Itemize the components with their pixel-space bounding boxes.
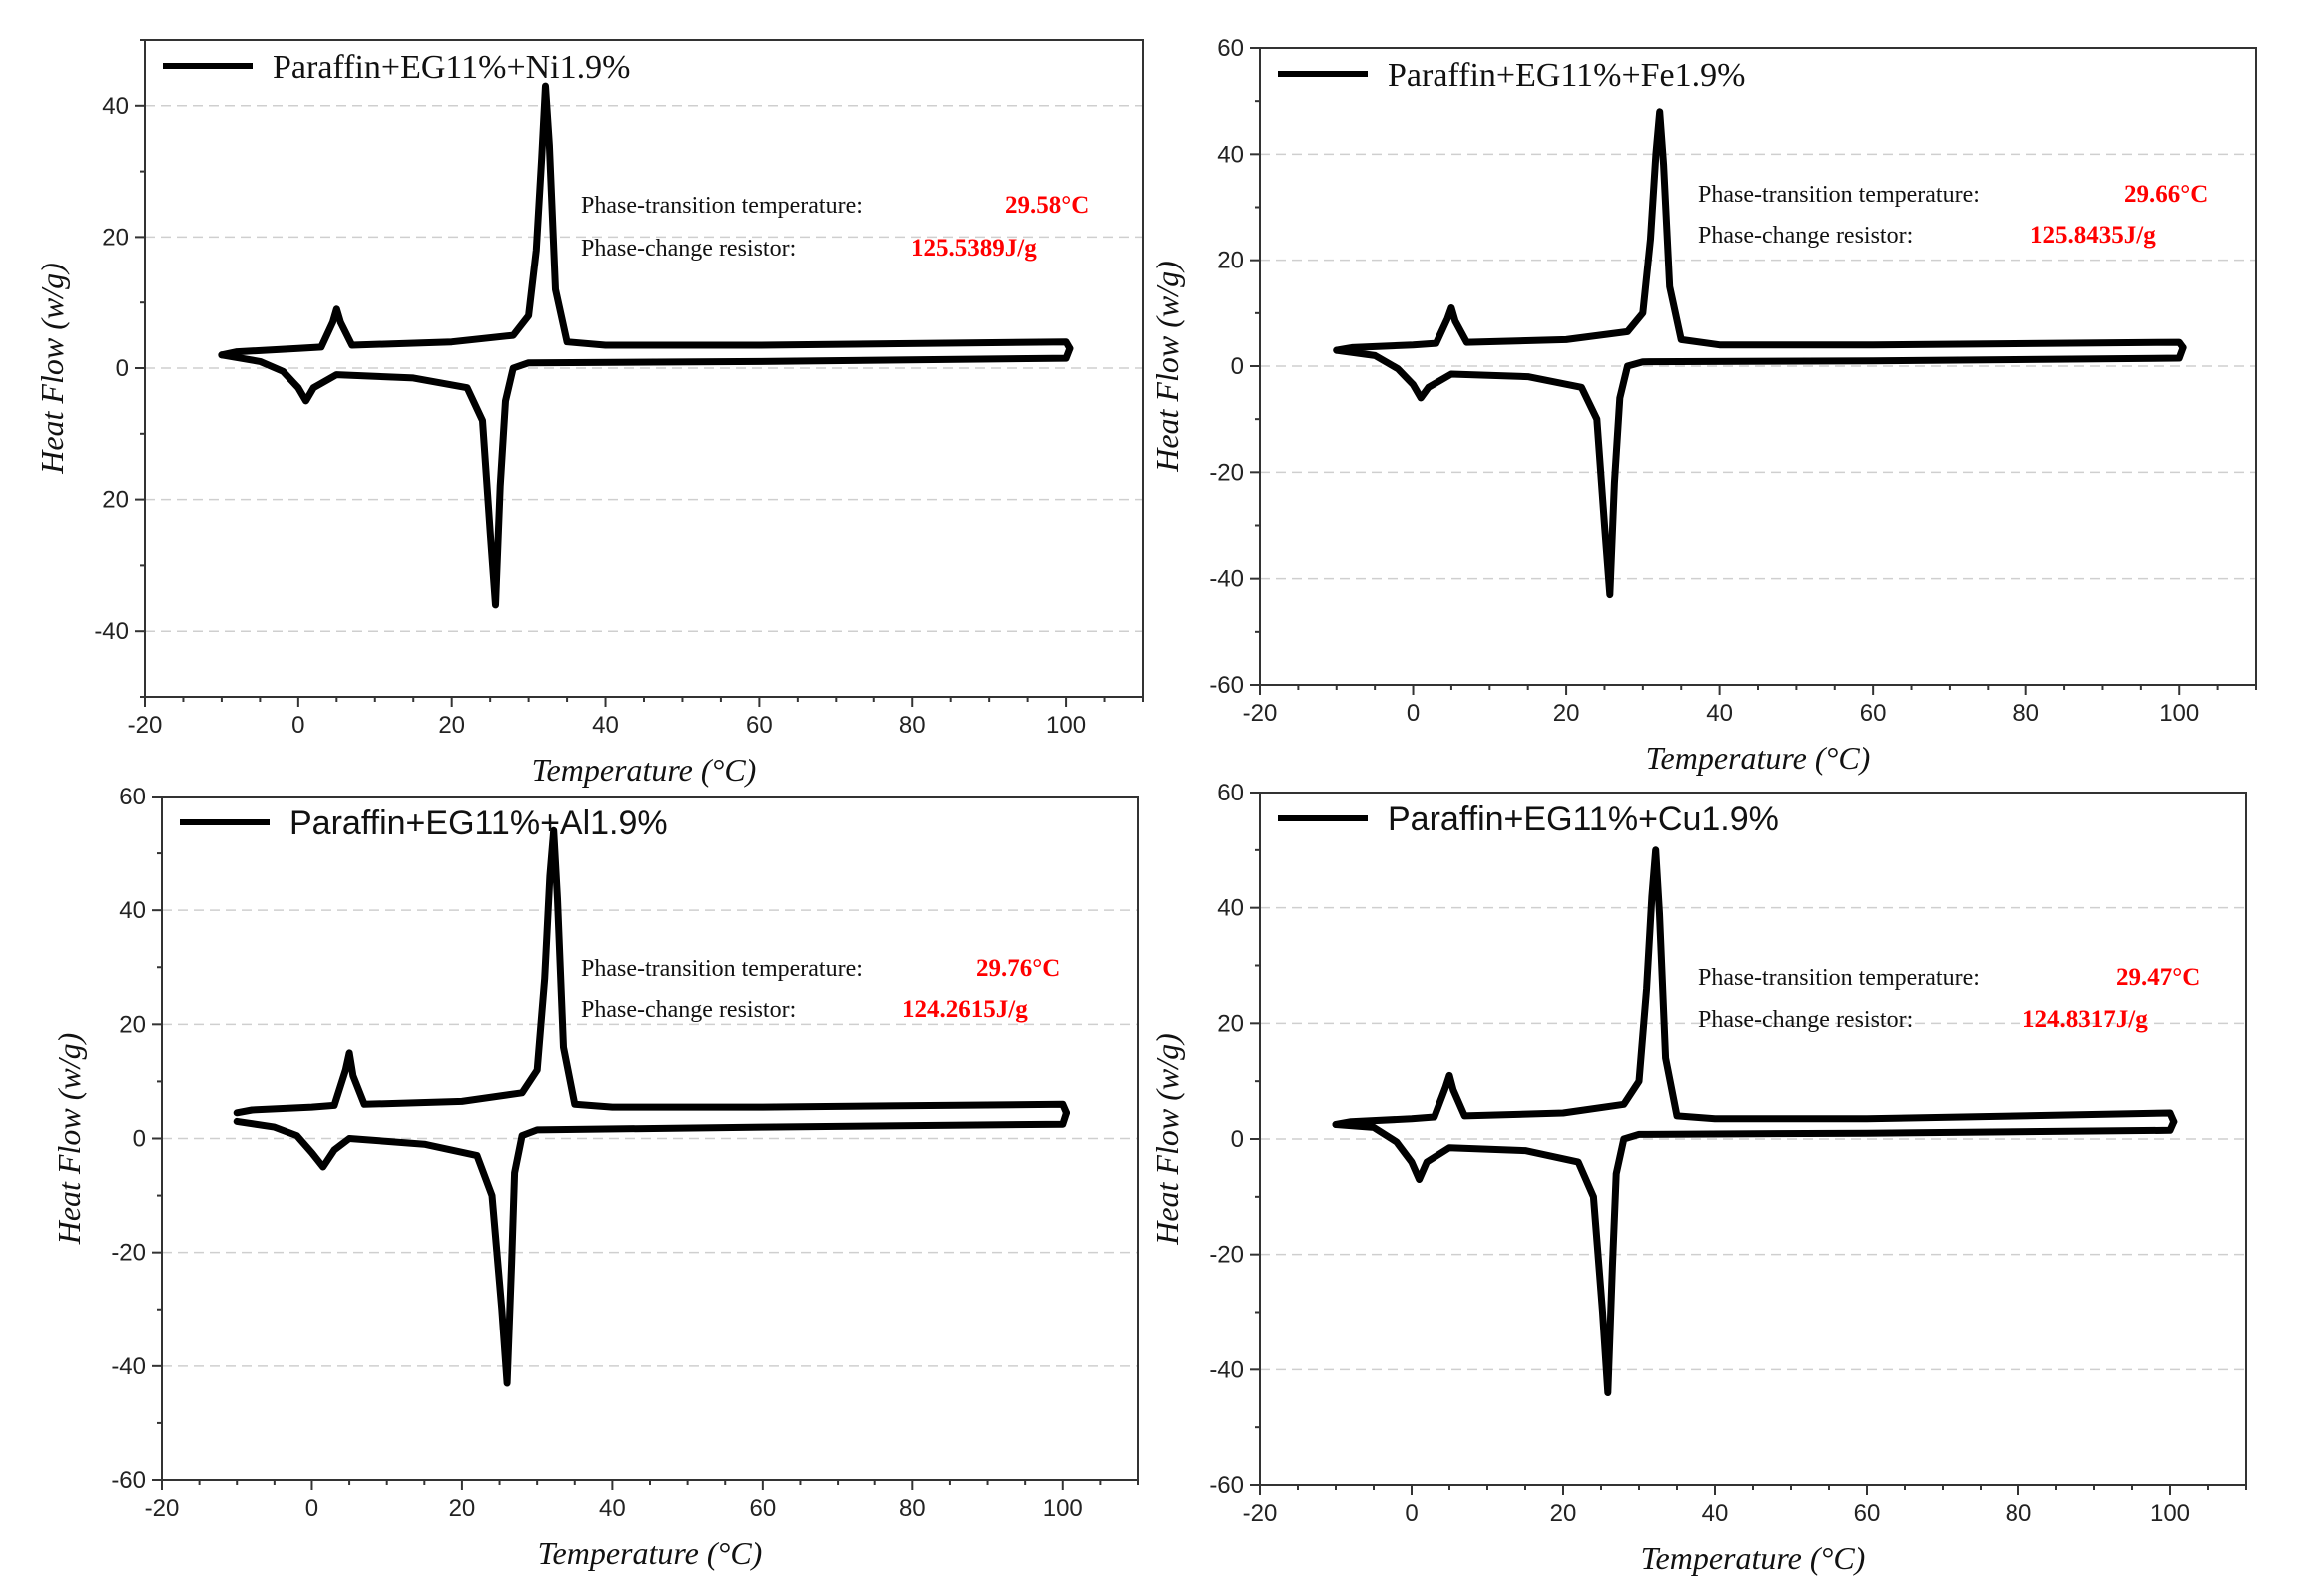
- y-tick-label: -20: [1209, 459, 1244, 486]
- x-tick-label: 40: [592, 712, 619, 739]
- x-axis-title: Temperature (°C): [532, 752, 757, 788]
- x-axis-title: Temperature (°C): [1641, 1540, 1866, 1576]
- y-tick-label: -40: [1209, 566, 1244, 593]
- annotation-enthalpy-label: Phase-change resistor:: [581, 236, 796, 262]
- x-tick-label: 0: [291, 712, 304, 739]
- x-tick-label: 0: [1407, 700, 1420, 727]
- y-tick-label: 20: [119, 1011, 146, 1038]
- y-tick-label: 20: [102, 224, 129, 251]
- annotation-enthalpy-value: 125.5389J/g: [911, 235, 1037, 262]
- series-line-cooling: [1332, 1118, 2178, 1396]
- x-tick-label: 60: [1860, 700, 1887, 727]
- y-tick-label: 40: [102, 93, 129, 120]
- y-axis-title: Heat Flow (w/g): [34, 263, 70, 475]
- annotation-temp-value: 29.66°C: [2124, 181, 2208, 208]
- series-line-cooling: [233, 1109, 1070, 1387]
- x-tick-label: 20: [449, 1495, 476, 1522]
- y-tick-label: -60: [111, 1467, 146, 1494]
- y-tick-label: -40: [1209, 1356, 1244, 1383]
- y-axis-title: Heat Flow (w/g): [1149, 1033, 1185, 1246]
- x-tick-label: 20: [1550, 1500, 1577, 1527]
- y-tick-label: -40: [111, 1353, 146, 1380]
- x-axis-title: Temperature (°C): [538, 1535, 763, 1571]
- annotation-enthalpy-label: Phase-change resistor:: [1698, 223, 1913, 249]
- annotation-enthalpy-value: 124.2615J/g: [902, 996, 1028, 1023]
- x-tick-label: 80: [2012, 700, 2039, 727]
- y-axis-title: Heat Flow (w/g): [1149, 261, 1185, 473]
- y-tick-label: 60: [119, 784, 146, 810]
- chart-ni: -20 0 20 40 60 80 100 40 20 0 20 -40 Temperature (°C…: [34, 39, 1144, 788]
- x-tick-label: 100: [1043, 1495, 1083, 1522]
- x-tick-label: 100: [2159, 700, 2199, 727]
- x-tick-label: 20: [438, 712, 465, 739]
- chart-al: -20 0 20 40 60 80 100 60 40 20 0 -20 -40 -60 Temperatu…: [51, 784, 1139, 1571]
- series-line-heating: [218, 82, 1074, 359]
- annotation-enthalpy-value: 125.8435J/g: [2030, 222, 2156, 249]
- y-tick-label: 60: [1217, 780, 1244, 806]
- x-tick-label: 80: [899, 1495, 926, 1522]
- y-tick-label: 40: [1217, 895, 1244, 922]
- x-tick-label: 60: [746, 712, 773, 739]
- y-tick-label: -60: [1209, 1472, 1244, 1499]
- x-tick-label: 40: [599, 1495, 626, 1522]
- series-line-cooling: [1333, 343, 2187, 599]
- legend-label: Paraffin+EG11%+Al1.9%: [289, 804, 668, 842]
- x-axis-title: Temperature (°C): [1646, 740, 1871, 776]
- x-tick-label: 60: [749, 1495, 776, 1522]
- y-tick-label: 20: [1217, 1010, 1244, 1037]
- y-tick-label: 0: [116, 355, 129, 382]
- annotation-temp-value: 29.76°C: [976, 955, 1060, 982]
- annotation-temp-value: 29.47°C: [2116, 964, 2200, 991]
- annotation-temp-value: 29.58°C: [1005, 192, 1089, 219]
- annotation-temp-label: Phase-transition temperature:: [1698, 182, 1980, 208]
- annotation-enthalpy-value: 124.8317J/g: [2022, 1006, 2148, 1033]
- annotation-temp-label: Phase-transition temperature:: [1698, 965, 1980, 991]
- y-tick-label: 0: [1231, 1126, 1244, 1153]
- chart-cu: -20 0 20 40 60 80 100 60 40 20 0 -20 -40 -60 Temperatu…: [1149, 780, 2247, 1576]
- x-tick-label: -20: [1243, 1500, 1278, 1527]
- x-tick-label: 80: [2006, 1500, 2032, 1527]
- chart-fe: -20 0 20 40 60 80 100 60 40 20 0 -20 -40 -60 Temperatu…: [1149, 35, 2257, 776]
- series-line-heating: [233, 826, 1070, 1117]
- legend-label: Paraffin+EG11%+Ni1.9%: [273, 49, 630, 86]
- y-tick-label: 40: [119, 897, 146, 924]
- series-line-cooling: [218, 344, 1074, 609]
- y-axis-title: Heat Flow (w/g): [51, 1033, 87, 1246]
- x-tick-label: 20: [1553, 700, 1580, 727]
- x-tick-label: 100: [1046, 712, 1086, 739]
- x-tick-label: 100: [2150, 1500, 2190, 1527]
- annotation-temp-label: Phase-transition temperature:: [581, 956, 862, 982]
- y-tick-label: 20: [102, 487, 129, 514]
- y-tick-label: -20: [111, 1240, 146, 1267]
- x-tick-label: 80: [899, 712, 926, 739]
- x-tick-label: -20: [145, 1495, 180, 1522]
- x-tick-label: 40: [1706, 700, 1733, 727]
- annotation-temp-label: Phase-transition temperature:: [581, 193, 862, 219]
- annotation-enthalpy-label: Phase-change resistor:: [1698, 1007, 1913, 1033]
- y-tick-label: 20: [1217, 248, 1244, 274]
- x-tick-label: 40: [1702, 1500, 1729, 1527]
- x-tick-label: -20: [128, 712, 163, 739]
- x-tick-label: -20: [1243, 700, 1278, 727]
- y-tick-label: -40: [94, 618, 129, 645]
- x-tick-label: 60: [1854, 1500, 1881, 1527]
- y-tick-label: 60: [1217, 35, 1244, 62]
- x-tick-label: 0: [1405, 1500, 1418, 1527]
- x-tick-label: 0: [305, 1495, 318, 1522]
- y-tick-label: 0: [133, 1126, 146, 1153]
- series-line-heating: [1332, 846, 2178, 1128]
- legend-label: Paraffin+EG11%+Fe1.9%: [1388, 57, 1745, 94]
- y-tick-label: -60: [1209, 672, 1244, 699]
- legend-label: Paraffin+EG11%+Cu1.9%: [1388, 800, 1779, 838]
- series-line-heating: [1333, 108, 2187, 354]
- y-tick-label: -20: [1209, 1242, 1244, 1269]
- y-tick-label: 40: [1217, 141, 1244, 168]
- annotation-enthalpy-label: Phase-change resistor:: [581, 997, 796, 1023]
- y-tick-label: 0: [1231, 353, 1244, 380]
